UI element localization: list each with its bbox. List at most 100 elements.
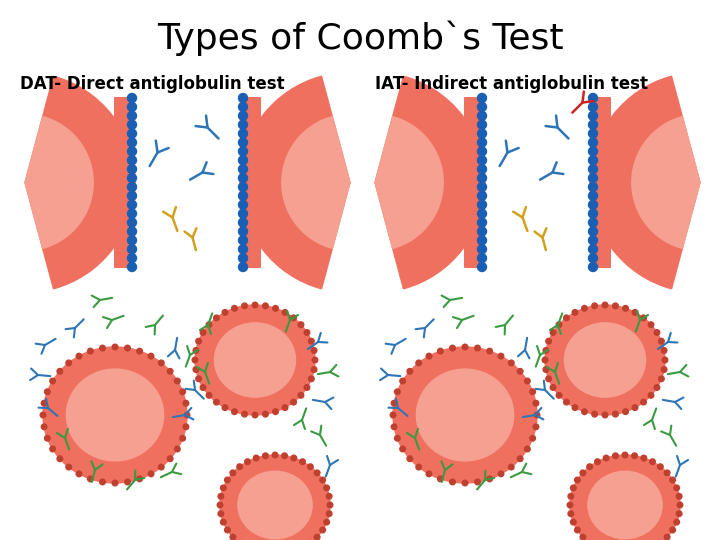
Circle shape [238, 147, 248, 156]
Circle shape [238, 191, 248, 200]
Circle shape [127, 262, 137, 272]
Circle shape [477, 111, 487, 120]
Ellipse shape [564, 323, 646, 397]
Circle shape [400, 378, 405, 384]
Circle shape [662, 357, 668, 363]
Circle shape [477, 236, 487, 245]
Circle shape [391, 424, 397, 430]
Circle shape [127, 156, 137, 165]
Circle shape [665, 470, 670, 476]
Circle shape [450, 345, 455, 351]
Circle shape [127, 165, 137, 174]
Circle shape [543, 348, 549, 353]
Circle shape [320, 477, 325, 483]
Circle shape [588, 129, 598, 138]
Circle shape [66, 360, 71, 366]
Circle shape [273, 306, 279, 311]
Circle shape [127, 120, 137, 129]
Circle shape [324, 485, 330, 491]
Circle shape [242, 303, 248, 309]
Circle shape [632, 309, 638, 315]
Circle shape [426, 471, 432, 477]
Circle shape [477, 173, 487, 183]
Circle shape [648, 393, 654, 398]
Circle shape [570, 519, 576, 525]
Circle shape [242, 411, 248, 417]
Circle shape [180, 389, 186, 395]
Circle shape [648, 322, 654, 327]
Circle shape [674, 485, 680, 491]
Circle shape [654, 384, 660, 390]
Circle shape [326, 511, 332, 516]
Circle shape [654, 330, 660, 335]
Circle shape [588, 156, 598, 165]
Circle shape [595, 459, 600, 464]
Circle shape [602, 412, 608, 418]
Circle shape [263, 453, 269, 458]
Circle shape [462, 344, 468, 350]
Circle shape [477, 245, 487, 254]
Wedge shape [375, 117, 444, 248]
Circle shape [326, 494, 332, 499]
Circle shape [200, 384, 206, 390]
Circle shape [200, 330, 206, 335]
Circle shape [206, 393, 212, 398]
Circle shape [462, 480, 468, 486]
FancyBboxPatch shape [464, 97, 482, 268]
Circle shape [407, 368, 413, 374]
Circle shape [282, 309, 288, 315]
Circle shape [588, 236, 598, 245]
Circle shape [196, 376, 202, 382]
Circle shape [525, 378, 530, 384]
Ellipse shape [416, 369, 513, 461]
Circle shape [158, 360, 164, 366]
Circle shape [66, 464, 71, 470]
Circle shape [315, 535, 320, 540]
Circle shape [588, 120, 598, 129]
Circle shape [623, 409, 629, 415]
Circle shape [282, 453, 287, 458]
Circle shape [127, 218, 137, 227]
Circle shape [127, 129, 137, 138]
Circle shape [477, 156, 487, 165]
Circle shape [582, 306, 588, 311]
Circle shape [238, 103, 248, 111]
Circle shape [542, 357, 548, 363]
Circle shape [282, 405, 288, 410]
Circle shape [309, 339, 314, 344]
Circle shape [525, 446, 530, 452]
Circle shape [230, 535, 235, 540]
Text: IAT- Indirect antiglobulin test: IAT- Indirect antiglobulin test [375, 75, 648, 93]
Wedge shape [25, 117, 93, 248]
Circle shape [407, 456, 413, 462]
Circle shape [127, 209, 137, 218]
Circle shape [546, 376, 552, 382]
Ellipse shape [393, 347, 537, 483]
Circle shape [477, 254, 487, 262]
Circle shape [45, 389, 50, 395]
Circle shape [588, 103, 598, 111]
Circle shape [222, 405, 228, 410]
Circle shape [218, 494, 224, 499]
Circle shape [238, 245, 248, 254]
Circle shape [568, 511, 574, 516]
Circle shape [127, 138, 137, 147]
Circle shape [127, 254, 137, 262]
Wedge shape [282, 117, 350, 248]
Circle shape [57, 456, 63, 462]
Ellipse shape [43, 347, 187, 483]
Wedge shape [632, 117, 700, 248]
Circle shape [588, 262, 598, 272]
Circle shape [232, 409, 238, 415]
Circle shape [238, 129, 248, 138]
Circle shape [158, 464, 164, 470]
Circle shape [291, 400, 297, 405]
Circle shape [174, 378, 180, 384]
Circle shape [127, 103, 137, 111]
Circle shape [315, 470, 320, 476]
Circle shape [659, 376, 664, 382]
Circle shape [564, 400, 570, 405]
Circle shape [477, 183, 487, 192]
Circle shape [263, 411, 269, 417]
Circle shape [450, 479, 455, 485]
